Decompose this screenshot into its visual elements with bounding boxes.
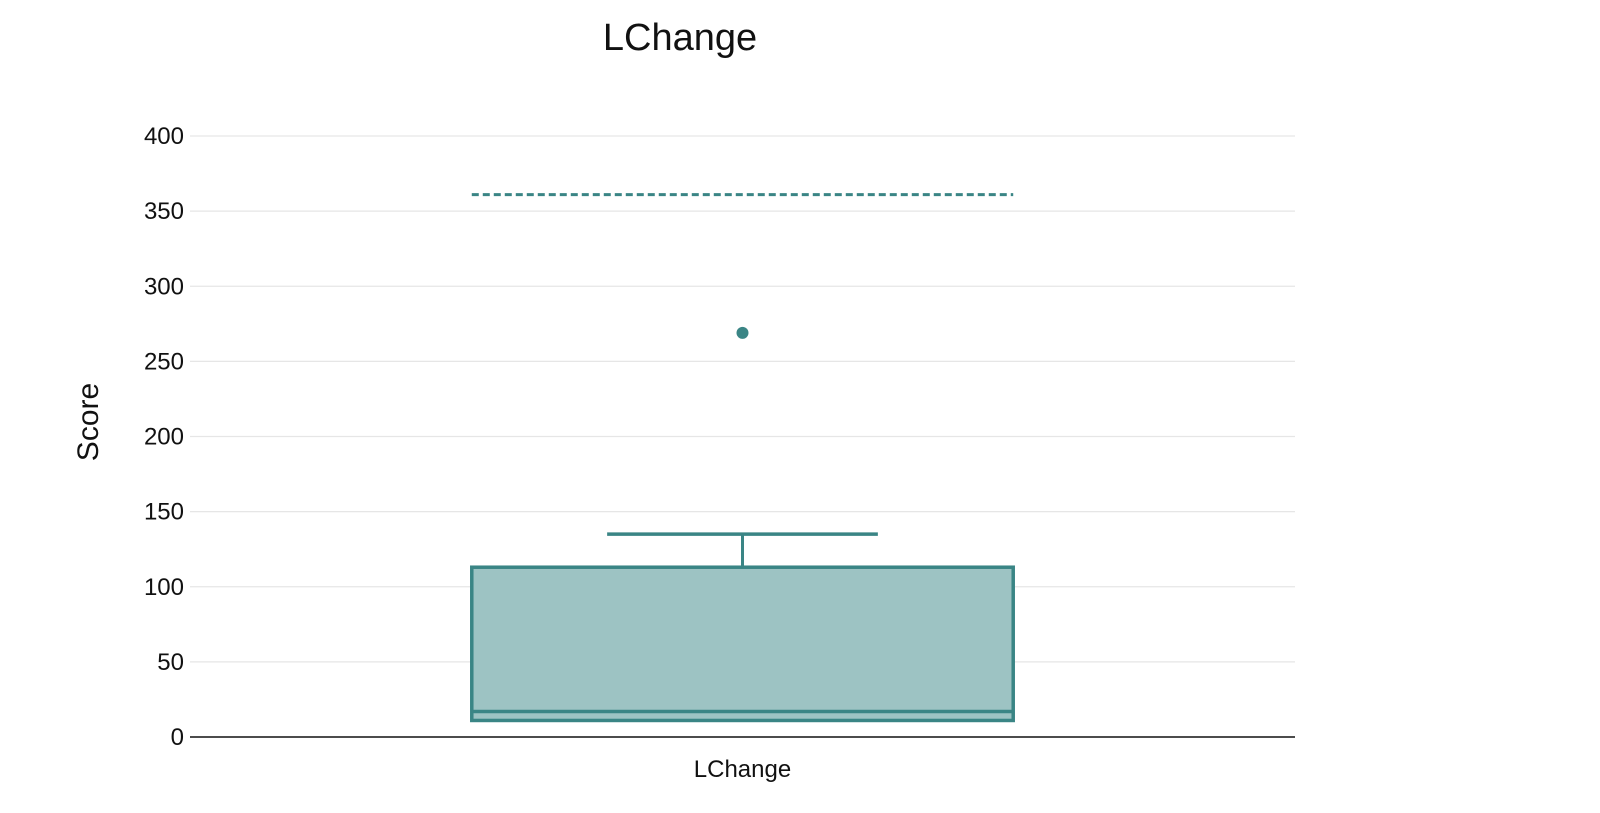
chart-title: LChange bbox=[603, 17, 757, 59]
y-tick-label: 300 bbox=[144, 273, 184, 300]
y-axis-title: Score bbox=[72, 383, 105, 461]
y-tick-label: 50 bbox=[157, 649, 184, 676]
y-tick-label: 0 bbox=[171, 724, 184, 751]
y-tick-label: 200 bbox=[144, 424, 184, 451]
y-tick-label: 250 bbox=[144, 348, 184, 375]
x-category-labels: LChange bbox=[694, 756, 791, 783]
outlier-point bbox=[736, 326, 749, 339]
box-iqr bbox=[470, 565, 1015, 723]
y-tick-label: 150 bbox=[144, 499, 184, 526]
y-tick-labels: 0 50 100 150 200 250 300 350 400 bbox=[144, 123, 184, 751]
y-tick-label: 350 bbox=[144, 198, 184, 225]
y-tick-label: 100 bbox=[144, 574, 184, 601]
grid-lines bbox=[190, 135, 1295, 663]
x-category-label: LChange bbox=[694, 756, 791, 783]
box-plot-marks bbox=[470, 193, 1015, 723]
y-tick-label: 400 bbox=[144, 123, 184, 150]
